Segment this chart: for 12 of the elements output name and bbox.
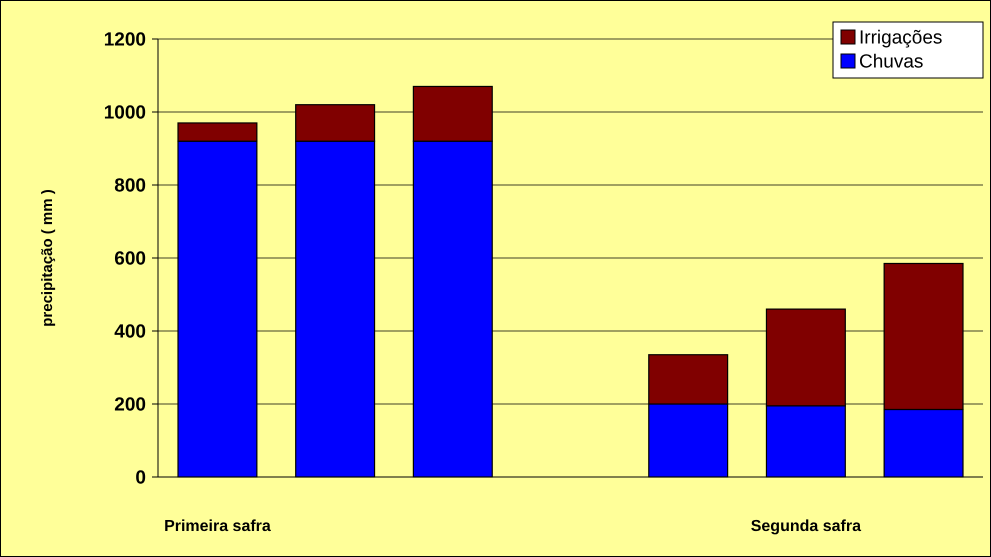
y-tick-label: 600: [114, 248, 146, 270]
y-tick-label: 800: [114, 176, 146, 197]
y-tick-label: 400: [114, 322, 146, 343]
x-tick-label: Primeira safra: [164, 518, 271, 535]
y-tick-label: 0: [135, 468, 146, 489]
legend-label: Chuvas: [859, 52, 924, 73]
y-tick-label: 1200: [104, 30, 146, 51]
y-tick-label: 200: [114, 394, 146, 416]
legend-label: Irrigações: [859, 28, 942, 49]
y-tick-label: 1000: [104, 102, 146, 124]
x-tick-label: Segunda safra: [750, 518, 862, 535]
y-axis-title: precipitação ( mm ): [39, 189, 56, 327]
